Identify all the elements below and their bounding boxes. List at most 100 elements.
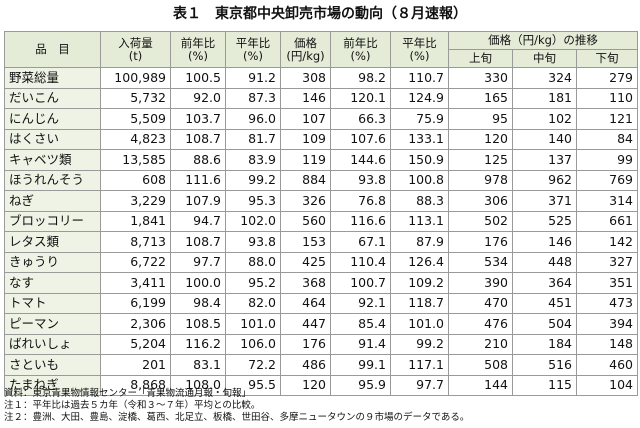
item-name: ねぎ	[4, 190, 101, 212]
cell-value: 476	[448, 313, 513, 335]
cell-value: 516	[512, 354, 577, 376]
cell-value: 107.9	[170, 190, 226, 212]
header-line: 入荷量	[118, 35, 153, 50]
cell-value: 324	[512, 67, 577, 89]
cell-value: 108.7	[170, 231, 226, 253]
cell-value: 109.2	[390, 272, 449, 294]
cell-value: 94.7	[170, 210, 226, 232]
cell-value: 504	[512, 313, 577, 335]
item-name: たまねぎ	[4, 374, 101, 396]
item-name: キャベツ類	[4, 149, 101, 171]
header-line: (%)	[188, 48, 208, 63]
cell-value: 97.7	[170, 251, 226, 273]
cell-value: 84	[575, 128, 639, 150]
cell-value: 111.6	[170, 169, 226, 191]
cell-value: 98.2	[330, 67, 391, 89]
cell-value: 72.2	[225, 354, 281, 376]
cell-value: 100.7	[330, 272, 391, 294]
item-name: ピーマン	[4, 313, 101, 335]
item-name: だいこん	[4, 87, 101, 109]
sub-header: 中旬	[512, 49, 577, 68]
cell-value: 308	[280, 67, 331, 89]
cell-value: 148	[575, 333, 639, 355]
cell-value: 661	[575, 210, 639, 232]
header-line: 品 目	[35, 42, 70, 56]
table-header: 品 目入荷量 (t) 前年比 (%) 平年比 (%) 価格 (円/kg) 前年比 (%) 平年比 (%…	[4, 31, 639, 68]
cell-value: 125	[448, 149, 513, 171]
cell-value: 368	[280, 272, 331, 294]
column-header: 入荷量 (t)	[100, 31, 171, 68]
table-row: ばれいしょ 5,204 116.2 106.0 176 91.4 99.2 210 184 148	[4, 333, 639, 355]
cell-value: 92.1	[330, 292, 391, 314]
header-line: 平年比	[402, 35, 437, 50]
cell-value: 5,509	[100, 108, 171, 130]
cell-value: 101.0	[390, 313, 449, 335]
table-row: トマト 6,199 98.4 82.0 464 92.1 118.7 470 451 473	[4, 292, 639, 314]
cell-value: 508	[448, 354, 513, 376]
table-row: ブロッコリー 1,841 94.7 102.0 560 116.6 113.1 502 525 6…	[4, 210, 639, 232]
cell-value: 120	[448, 128, 513, 150]
cell-value: 100.0	[170, 272, 226, 294]
note-line: 注２：豊洲、大田、豊島、淀橋、葛西、北足立、板橋、世田谷、多摩ニュータウンの９市…	[4, 412, 470, 423]
cell-value: 107	[280, 108, 331, 130]
cell-value: 124.9	[390, 87, 449, 109]
item-name: さといも	[4, 354, 101, 376]
item-name: はくさい	[4, 128, 101, 150]
cell-value: 181	[512, 87, 577, 109]
item-name: 野菜総量	[4, 67, 101, 89]
cell-value: 176	[448, 231, 513, 253]
header-line: 前年比	[180, 35, 216, 50]
cell-value: 115	[512, 374, 577, 396]
table-row: はくさい 4,823 108.7 81.7 109 107.6 133.1 120 140 84	[4, 128, 639, 150]
item-name: レタス類	[4, 231, 101, 253]
cell-value: 962	[512, 169, 577, 191]
cell-value: 95.9	[330, 374, 391, 396]
cell-value: 165	[448, 87, 513, 109]
cell-value: 142	[575, 231, 639, 253]
header-row: 品 目入荷量 (t) 前年比 (%) 平年比 (%) 価格 (円/kg) 前年比 (%) 平年比 (%…	[4, 31, 639, 68]
cell-value: 91.2	[225, 67, 281, 89]
cell-value: 279	[575, 67, 639, 89]
cell-value: 8,713	[100, 231, 171, 253]
cell-value: 95	[448, 108, 513, 130]
cell-value: 110	[575, 87, 639, 109]
item-name: ばれいしょ	[4, 333, 101, 355]
cell-value: 133.1	[390, 128, 449, 150]
cell-value: 100.8	[390, 169, 449, 191]
cell-value: 120	[280, 374, 331, 396]
table-row: 野菜総量 100,989 100.5 91.2 308 98.2 110.7 330 324 27…	[4, 67, 639, 89]
cell-value: 978	[448, 169, 513, 191]
item-name: ブロッコリー	[4, 210, 101, 232]
header-line: (%)	[243, 48, 263, 63]
cell-value: 13,585	[100, 149, 171, 171]
cell-value: 5,732	[100, 87, 171, 109]
cell-value: 66.3	[330, 108, 391, 130]
cell-value: 137	[512, 149, 577, 171]
cell-value: 451	[512, 292, 577, 314]
header-line: (t)	[128, 48, 143, 63]
cell-value: 769	[575, 169, 639, 191]
item-name: トマト	[4, 292, 101, 314]
cell-value: 99.2	[390, 333, 449, 355]
table-row: にんじん 5,509 103.7 96.0 107 66.3 75.9 95 102 121	[4, 108, 639, 130]
note-line: 資料：東京青果物情報センター「青果物流通月報・旬報」	[4, 388, 252, 399]
cell-value: 464	[280, 292, 331, 314]
column-header: 前年比 (%)	[170, 31, 226, 68]
cell-value: 486	[280, 354, 331, 376]
cell-value: 76.8	[330, 190, 391, 212]
column-header: 前年比 (%)	[330, 31, 391, 68]
cell-value: 93.8	[330, 169, 391, 191]
cell-value: 100,989	[100, 67, 171, 89]
column-header: 品 目	[4, 31, 101, 68]
cell-value: 113.1	[390, 210, 449, 232]
cell-value: 364	[512, 272, 577, 294]
cell-value: 88.0	[225, 251, 281, 273]
cell-value: 83.9	[225, 149, 281, 171]
column-header: 平年比 (%)	[390, 31, 449, 68]
cell-value: 92.0	[170, 87, 226, 109]
table-row: たまねぎ 8,868 108.0 95.5 120 95.9 97.7 144 115 104	[4, 374, 639, 396]
header-line: (円/kg)	[286, 48, 325, 63]
table-row: なす 3,411 100.0 95.2 368 100.7 109.2 390 364 351	[4, 272, 639, 294]
header-line: (%)	[350, 48, 371, 63]
cell-value: 153	[280, 231, 331, 253]
